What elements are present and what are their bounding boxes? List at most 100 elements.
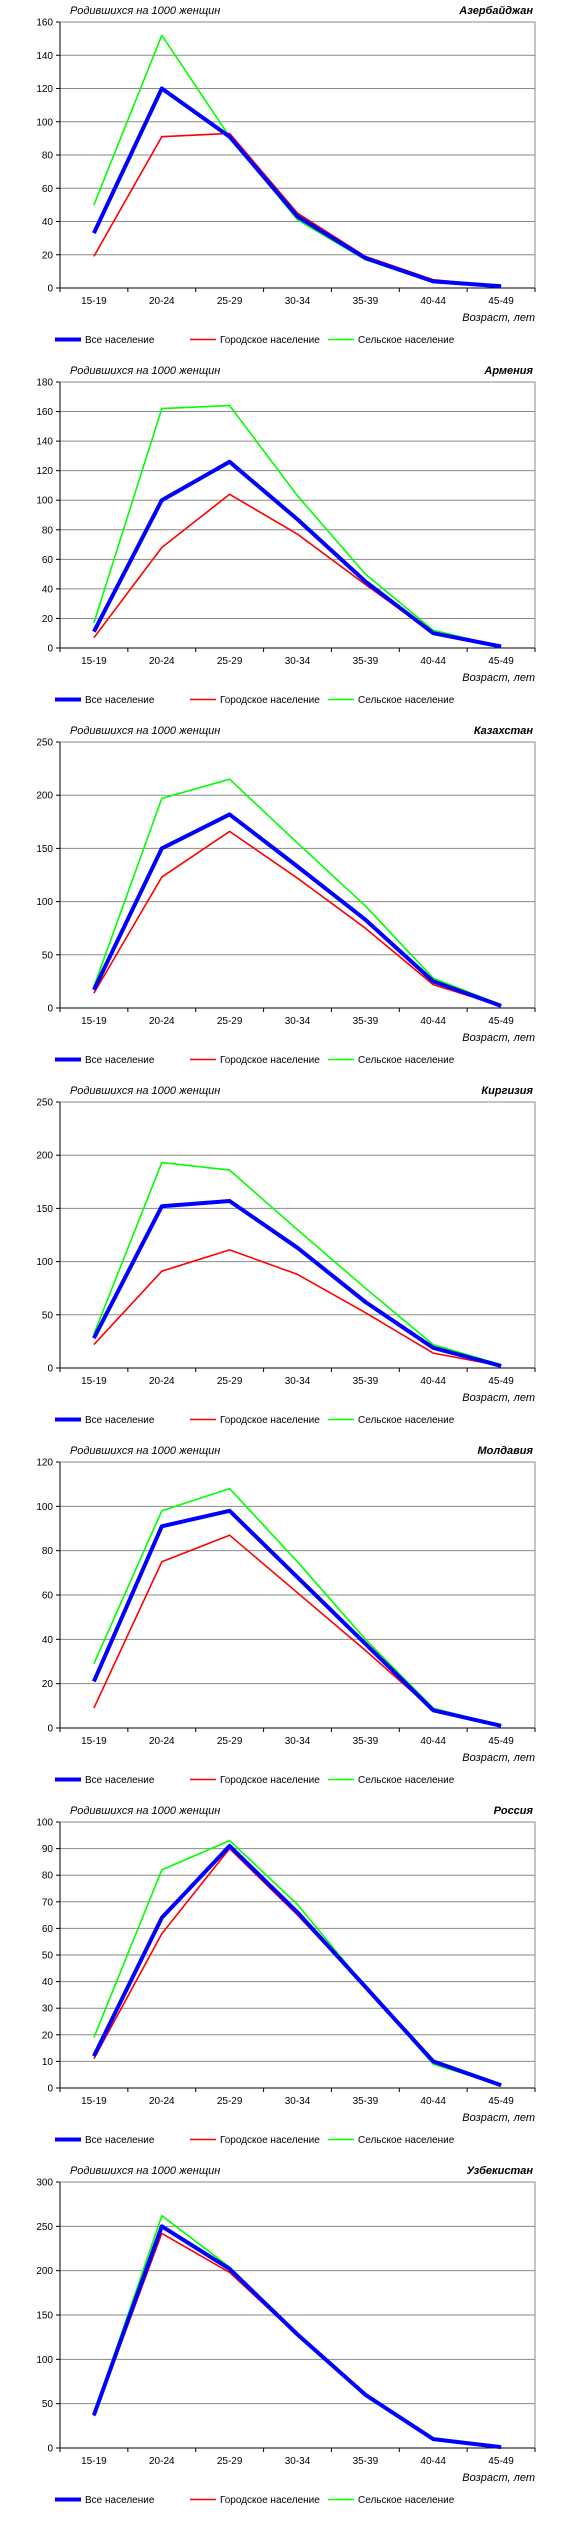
x-tick-label: 45-49 (488, 296, 514, 307)
legend-label: Сельское население (358, 2135, 455, 2146)
x-axis-label: Возраст, лет (462, 1032, 535, 1044)
x-tick-label: 25-29 (217, 2456, 243, 2467)
legend-label: Сельское население (358, 1415, 455, 1426)
chart-title: Азербайджан (458, 5, 533, 17)
y-axis-label: Родившихся на 1000 женщин (70, 725, 220, 737)
x-tick-label: 30-34 (285, 656, 311, 667)
y-axis-label: Родившихся на 1000 женщин (70, 365, 220, 377)
y-tick-label: 40 (42, 1977, 54, 1988)
x-tick-label: 20-24 (149, 656, 175, 667)
y-tick-label: 0 (47, 1724, 53, 1735)
legend-label: Все население (85, 1055, 155, 1066)
series-line (92, 812, 502, 1008)
chart-panel: Родившихся на 1000 женщин Армения 0 20 40 60 8… (0, 360, 587, 720)
series-line (93, 34, 502, 288)
series-line (93, 2232, 502, 2448)
series-line (92, 459, 502, 649)
legend-label: Городское население (220, 695, 320, 706)
legend-label: Все население (85, 1775, 155, 1786)
series-line (93, 404, 502, 648)
y-tick-label: 120 (36, 466, 53, 477)
y-tick-label: 0 (47, 2444, 53, 2455)
x-tick-label: 20-24 (149, 1376, 175, 1387)
x-tick-label: 35-39 (353, 1376, 379, 1387)
y-tick-label: 140 (36, 51, 53, 62)
y-tick-label: 60 (42, 1591, 54, 1602)
y-tick-label: 160 (36, 18, 53, 29)
y-tick-label: 80 (42, 1871, 54, 1882)
legend-label: Все население (85, 695, 155, 706)
y-tick-label: 40 (42, 584, 54, 595)
x-tick-label: 25-29 (217, 296, 243, 307)
y-tick-label: 20 (42, 250, 54, 261)
x-axis-label: Возраст, лет (462, 672, 535, 684)
y-tick-label: 20 (42, 2030, 54, 2041)
y-tick-label: 250 (36, 1098, 53, 1109)
y-tick-label: 0 (47, 1004, 53, 1015)
x-tick-label: 15-19 (81, 1736, 107, 1747)
y-tick-label: 50 (42, 950, 54, 961)
y-tick-label: 80 (42, 525, 54, 536)
x-tick-label: 20-24 (149, 1736, 175, 1747)
series-line (93, 1839, 502, 2087)
legend-label: Сельское население (358, 1775, 455, 1786)
series-line (92, 1508, 502, 1728)
legend-label: Все население (85, 1415, 155, 1426)
y-tick-label: 0 (47, 284, 53, 295)
x-tick-label: 25-29 (217, 1016, 243, 1027)
y-tick-label: 100 (36, 897, 53, 908)
y-tick-label: 20 (42, 614, 54, 625)
y-tick-label: 0 (47, 644, 53, 655)
y-tick-label: 160 (36, 407, 53, 418)
legend-label: Все население (85, 335, 155, 346)
x-axis-label: Возраст, лет (462, 2472, 535, 2484)
x-tick-label: 15-19 (81, 1376, 107, 1387)
x-tick-label: 40-44 (420, 1016, 446, 1027)
chart-panel: Родившихся на 1000 женщин Молдавия 0 20 40 60… (0, 1440, 587, 1800)
legend-label: Сельское население (358, 695, 455, 706)
y-tick-label: 100 (36, 117, 53, 128)
chart-svg: Родившихся на 1000 женщин Россия 0 10 20 30 40… (36, 1805, 536, 2146)
y-tick-label: 180 (36, 378, 53, 389)
x-tick-label: 20-24 (149, 296, 175, 307)
y-axis-label: Родившихся на 1000 женщин (70, 1085, 220, 1097)
legend-label: Городское население (220, 2135, 320, 2146)
y-tick-label: 200 (36, 791, 53, 802)
chart-title: Армения (483, 365, 533, 377)
chart-panel: Родившихся на 1000 женщин Узбекистан 0 50 10… (0, 2160, 587, 2520)
x-axis-label: Возраст, лет (462, 312, 535, 324)
x-tick-label: 45-49 (488, 2096, 514, 2107)
chart-panel: Родившихся на 1000 женщин Россия 0 10 20 30 40… (0, 1800, 587, 2160)
legend-label: Городское население (220, 335, 320, 346)
x-tick-label: 30-34 (285, 2096, 311, 2107)
chart-panel: Родившихся на 1000 женщин Азербайджан 0 20 4… (0, 0, 587, 360)
x-tick-label: 30-34 (285, 296, 311, 307)
x-tick-label: 35-39 (353, 2456, 379, 2467)
y-tick-label: 60 (42, 555, 54, 566)
x-tick-label: 20-24 (149, 2456, 175, 2467)
plot-frame (59, 741, 536, 1009)
series-line (93, 778, 502, 1006)
y-tick-label: 100 (36, 496, 53, 507)
series-line (93, 1847, 502, 2087)
x-tick-label: 45-49 (488, 1736, 514, 1747)
x-tick-label: 40-44 (420, 1736, 446, 1747)
x-tick-label: 15-19 (81, 296, 107, 307)
chart-svg: Родившихся на 1000 женщин Узбекистан 0 50 10… (36, 2165, 536, 2506)
x-tick-label: 35-39 (353, 1016, 379, 1027)
y-tick-label: 100 (36, 2355, 53, 2366)
y-axis-label: Родившихся на 1000 женщин (70, 1805, 220, 1817)
y-tick-label: 50 (42, 1951, 54, 1962)
x-axis-label: Возраст, лет (462, 2112, 535, 2124)
y-tick-label: 100 (36, 1502, 53, 1513)
legend-label: Городское население (220, 1775, 320, 1786)
y-tick-label: 150 (36, 1204, 53, 1215)
x-tick-label: 25-29 (217, 1376, 243, 1387)
x-tick-label: 25-29 (217, 2096, 243, 2107)
x-tick-label: 40-44 (420, 2096, 446, 2107)
chart-panel: Родившихся на 1000 женщин Казахстан 0 50 100… (0, 720, 587, 1080)
x-tick-label: 15-19 (81, 656, 107, 667)
x-tick-label: 30-34 (285, 1376, 311, 1387)
chart-svg: Родившихся на 1000 женщин Азербайджан 0 20 4… (36, 5, 536, 346)
